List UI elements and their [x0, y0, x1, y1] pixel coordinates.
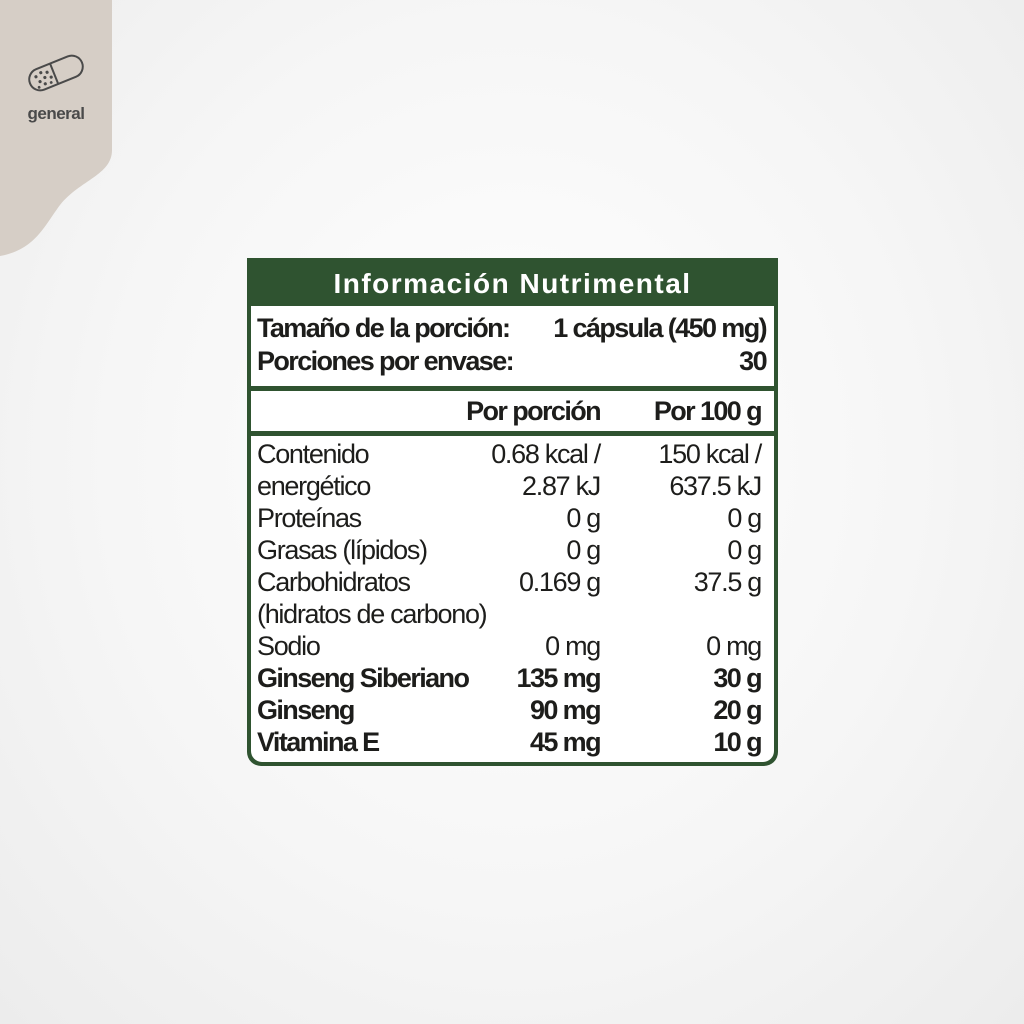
nutrient-name: Contenido [257, 439, 370, 469]
per-100g-value: 20 g [713, 695, 762, 725]
per-100g-value: 0 g [727, 503, 762, 533]
per-100g-value: 30 g [713, 663, 762, 693]
servings-label: Porciones por envase: [257, 346, 515, 376]
col-per-serving: Por porción [466, 396, 602, 426]
label-title: Información Nutrimental [333, 268, 692, 299]
nutrient-row: Grasas (lípidos) 0 g 0 g [257, 534, 766, 566]
nutrient-row: Contenido 0.68 kcal / 150 kcal / [257, 438, 766, 470]
nutrient-row: energético 2.87 kJ 637.5 kJ [257, 470, 766, 502]
nutrient-row: Ginseng Siberiano 135 mg 30 g [257, 662, 766, 694]
per-100g-value: 0 g [727, 535, 762, 565]
servings-value: 30 [739, 346, 767, 376]
column-headers: Por porción Por 100 g [251, 391, 774, 431]
nutrient-name: (hidratos de carbono) [257, 599, 488, 629]
per-100g-value: 0 mg [706, 631, 762, 661]
nutrient-row: Vitamina E 45 mg 10 g [257, 726, 766, 758]
per-serving-value: 0 g [566, 535, 601, 565]
nutrient-name: Sodio [257, 631, 321, 661]
nutrient-row: Carbohidratos 0.169 g 37.5 g [257, 566, 766, 598]
nutrient-name: Proteínas [257, 503, 362, 533]
category-badge-background [0, 0, 112, 256]
category-label: general [27, 104, 85, 123]
per-serving-value: 0 mg [545, 631, 601, 661]
nutrient-row: Sodio 0 mg 0 mg [257, 630, 766, 662]
per-100g-value: 637.5 kJ [669, 471, 762, 501]
per-100g-value: 10 g [713, 727, 762, 757]
nutrient-name: Vitamina E [257, 727, 380, 757]
serving-size-value: 1 cápsula (450 mg) [553, 313, 767, 343]
per-serving-value: 0 g [566, 503, 601, 533]
nutrient-row: Proteínas 0 g 0 g [257, 502, 766, 534]
nutrient-name: Ginseng [257, 695, 355, 725]
nutrient-row: Ginseng 90 mg 20 g [257, 694, 766, 726]
nutrient-table: Contenido 0.68 kcal /150 kcal / energético… [251, 436, 774, 762]
serving-size-row: Tamaño de la porción: 1 cápsula (450 mg) [257, 312, 768, 344]
per-serving-value: 0.68 kcal / [491, 439, 601, 469]
per-serving-value: 135 mg [516, 663, 602, 693]
per-serving-value: 90 mg [529, 695, 602, 725]
nutrient-row: (hidratos de carbono) [257, 598, 766, 630]
per-100g-value: 37.5 g [693, 567, 763, 597]
nutrient-name: Grasas (lípidos) [257, 535, 428, 565]
nutrition-facts-label: Información Nutrimental Tamaño de la por… [247, 258, 778, 766]
serving-size-label: Tamaño de la porción: [257, 313, 511, 343]
servings-row: Porciones por envase: 30 [257, 345, 768, 377]
capsule-icon [28, 54, 84, 92]
per-serving-value: 45 mg [529, 727, 602, 757]
nutrient-name: Ginseng Siberiano [257, 663, 470, 693]
per-100g-value: 150 kcal / [658, 439, 762, 469]
per-serving-value: 0.169 g [519, 567, 601, 597]
nutrient-name: energético [257, 471, 371, 501]
serving-info: Tamaño de la porción: 1 cápsula (450 mg)… [251, 306, 774, 386]
per-serving-value: 2.87 kJ [522, 471, 601, 501]
col-per-100g: Por 100 g [653, 396, 763, 426]
nutrient-name: Carbohidratos [257, 567, 411, 597]
